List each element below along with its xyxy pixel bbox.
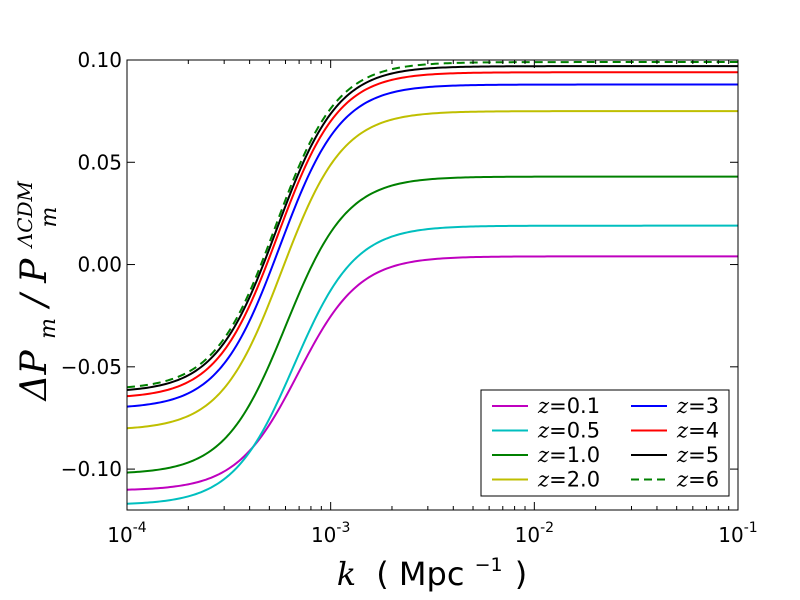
legend-label: z=1.0 — [537, 443, 600, 467]
legend-label-eq: = — [549, 443, 567, 467]
y-tick-label: 0.05 — [77, 150, 122, 174]
y-tick-label: 0.10 — [77, 48, 122, 72]
legend-box — [480, 389, 730, 497]
x-tick-label-exp: -1 — [744, 520, 758, 536]
legend-label-eq: = — [549, 468, 567, 492]
legend-label-var: z — [537, 443, 550, 467]
legend-label-val: 1.0 — [567, 443, 600, 467]
y-axis-slash: / — [14, 290, 55, 309]
legend-label-eq: = — [688, 394, 706, 418]
y-axis-numerator-sub: m — [36, 318, 61, 339]
legend-label: z=4 — [676, 419, 719, 443]
legend-label-var: z — [537, 468, 550, 492]
x-axis-close-paren: ) — [515, 555, 527, 593]
legend-label-val: 3 — [706, 394, 719, 418]
legend-label-eq: = — [688, 419, 706, 443]
y-axis-denominator-sub: m — [37, 207, 62, 228]
y-axis-denominator-sup: ΛCDM — [13, 180, 37, 249]
x-tick-label: 10-1 — [718, 520, 757, 547]
legend-label-val: 4 — [706, 419, 719, 443]
legend-label: z=0.1 — [537, 394, 600, 418]
legend-label: z=2.0 — [537, 468, 600, 492]
y-tick-label: 0.00 — [77, 253, 122, 277]
x-tick-label-base: 10 — [311, 523, 336, 547]
legend-label-val: 5 — [706, 443, 719, 467]
series-line-z-4 — [127, 71, 738, 398]
x-tick-label-exp: -3 — [336, 520, 350, 536]
legend-label: z=6 — [676, 468, 719, 492]
legend-label: z=0.5 — [537, 419, 600, 443]
series-line-z-3 — [127, 83, 738, 408]
legend-label-eq: = — [688, 443, 706, 467]
legend-label-eq: = — [549, 419, 567, 443]
series-line-z-2-0 — [127, 110, 738, 430]
x-axis-var: k — [337, 555, 356, 593]
legend-label-var: z — [676, 443, 689, 467]
x-axis-open-paren: ( — [376, 555, 388, 593]
series-line-z-1-0 — [127, 175, 738, 474]
y-axis-denominator: P — [14, 258, 55, 284]
legend-label-val: 0.1 — [567, 394, 600, 418]
x-tick-label-base: 10 — [515, 523, 540, 547]
x-tick-label: 10-4 — [107, 520, 147, 547]
series-line-z-0-5 — [127, 224, 738, 505]
y-tick-label: −0.10 — [61, 457, 122, 481]
legend: z=0.1z=0.5z=1.0z=2.0z=3z=4z=5z=6 — [480, 389, 730, 497]
x-tick-label: 10-2 — [515, 520, 554, 547]
y-axis-numerator: ΔP — [14, 350, 55, 403]
legend-label-var: z — [676, 394, 689, 418]
x-axis-unit: Mpc — [399, 555, 465, 593]
legend-label-eq: = — [549, 394, 567, 418]
series-layer — [127, 61, 738, 505]
x-tick-label-exp: -2 — [540, 520, 554, 536]
y-tick-label: −0.05 — [61, 355, 122, 379]
legend-label-eq: = — [688, 468, 706, 492]
legend-label-val: 0.5 — [567, 419, 600, 443]
legend-label: z=3 — [676, 394, 719, 418]
legend-label-var: z — [676, 468, 689, 492]
x-tick-label-base: 10 — [107, 523, 132, 547]
y-axis-label: ΔP m / P ΛCDM m — [0, 169, 64, 402]
x-tick-label: 10-3 — [311, 520, 350, 547]
series-line-z-6 — [127, 61, 738, 389]
x-tick-label-exp: -4 — [133, 520, 147, 536]
legend-label: z=5 — [676, 443, 719, 467]
legend-label-var: z — [537, 394, 550, 418]
legend-label-val: 6 — [706, 468, 719, 492]
x-axis-label: k ( Mpc −1 ) — [337, 541, 528, 593]
legend-label-var: z — [537, 419, 550, 443]
series-line-z-5 — [127, 65, 738, 391]
ticks-layer: 10-4 10-3 10-2 10-10.100.050.00−0.05−0.10 — [61, 48, 758, 547]
legend-label-var: z — [676, 419, 689, 443]
x-axis-unit-exp: −1 — [475, 554, 503, 576]
plot-frame — [126, 59, 739, 511]
legend-label-val: 2.0 — [567, 468, 600, 492]
series-line-z-0-1 — [127, 255, 738, 491]
x-tick-label-base: 10 — [718, 523, 743, 547]
